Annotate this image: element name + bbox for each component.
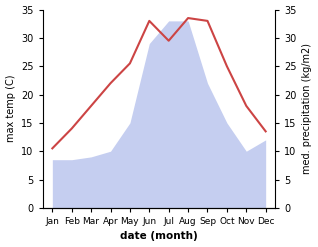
Y-axis label: med. precipitation (kg/m2): med. precipitation (kg/m2) — [302, 43, 313, 174]
Y-axis label: max temp (C): max temp (C) — [5, 75, 16, 143]
X-axis label: date (month): date (month) — [120, 231, 198, 242]
